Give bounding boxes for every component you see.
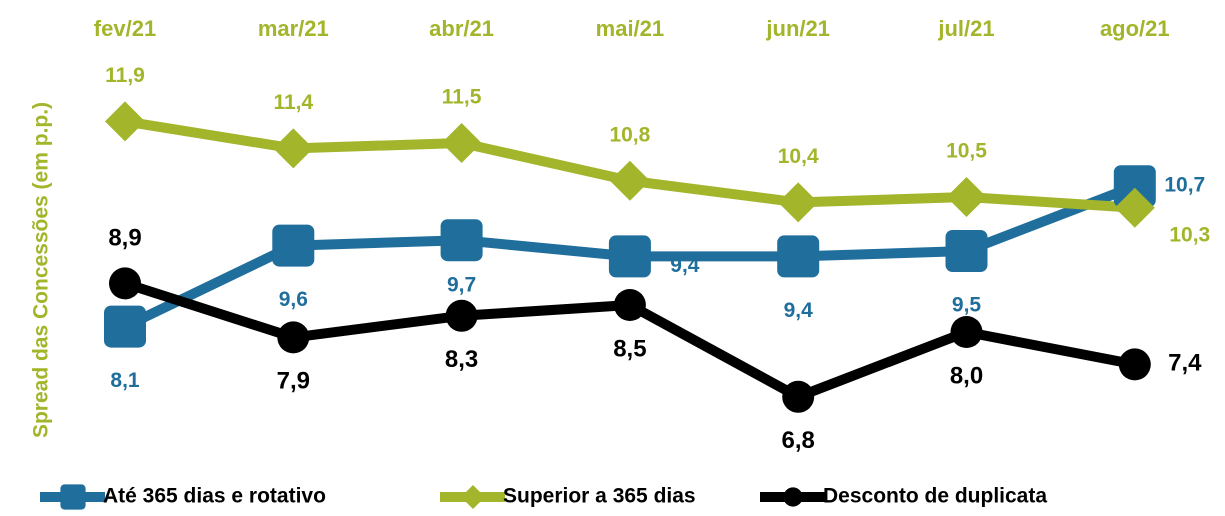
marker: [782, 380, 815, 413]
x-tick-label: fev/21: [94, 16, 156, 41]
legend-label: Desconto de duplicata: [823, 485, 1047, 508]
data-label: 8,5: [613, 335, 646, 362]
marker: [105, 101, 145, 142]
data-label: 11,9: [105, 64, 145, 87]
marker: [445, 299, 478, 332]
data-label: 9,5: [952, 294, 982, 317]
data-label: 6,8: [782, 427, 815, 454]
marker: [109, 267, 141, 300]
marker: [608, 235, 651, 278]
marker: [783, 487, 803, 507]
data-label: 8,0: [950, 362, 983, 389]
x-tick-label: jul/21: [937, 16, 994, 41]
data-label: 9,4: [670, 254, 700, 277]
marker: [945, 230, 988, 272]
x-tick-label: abr/21: [429, 16, 494, 41]
marker: [1113, 165, 1156, 208]
data-label: 11,4: [273, 91, 313, 114]
data-label: 8,3: [445, 346, 478, 373]
data-label: 8,1: [110, 369, 140, 392]
data-label: 8,9: [108, 225, 141, 252]
marker: [273, 128, 314, 169]
data-label: 11,5: [442, 86, 482, 109]
marker: [950, 316, 983, 348]
x-tick-label: mar/21: [258, 16, 329, 41]
marker: [609, 160, 650, 201]
marker: [440, 219, 483, 262]
marker: [946, 177, 987, 217]
legend-label: Até 365 dias e rotativo: [103, 485, 326, 508]
data-label: 9,6: [279, 288, 308, 311]
marker: [277, 321, 310, 354]
marker: [1118, 348, 1151, 381]
marker: [1114, 187, 1155, 228]
data-label: 9,4: [784, 299, 814, 322]
marker: [778, 182, 819, 223]
marker: [104, 305, 146, 348]
x-tick-label: mai/21: [596, 16, 665, 41]
marker: [777, 235, 820, 278]
x-tick-label: jun/21: [765, 16, 830, 41]
marker: [441, 123, 482, 163]
data-label: 9,7: [447, 274, 476, 297]
data-label: 7,9: [277, 368, 310, 395]
y-axis-label: Spread das Concessões (em p.p.): [30, 102, 53, 438]
marker: [461, 485, 485, 509]
data-label: 10,5: [946, 140, 987, 163]
x-tick-label: ago/21: [1100, 16, 1170, 41]
marker: [60, 484, 86, 510]
data-label: 10,4: [778, 145, 819, 168]
data-label: 10,8: [609, 123, 650, 146]
data-label: 7,4: [1168, 350, 1202, 377]
marker: [272, 224, 315, 267]
marker: [613, 289, 646, 321]
data-label: 10,7: [1164, 174, 1205, 197]
data-label: 10,3: [1169, 223, 1210, 246]
legend-label: Superior a 365 dias: [503, 485, 696, 508]
